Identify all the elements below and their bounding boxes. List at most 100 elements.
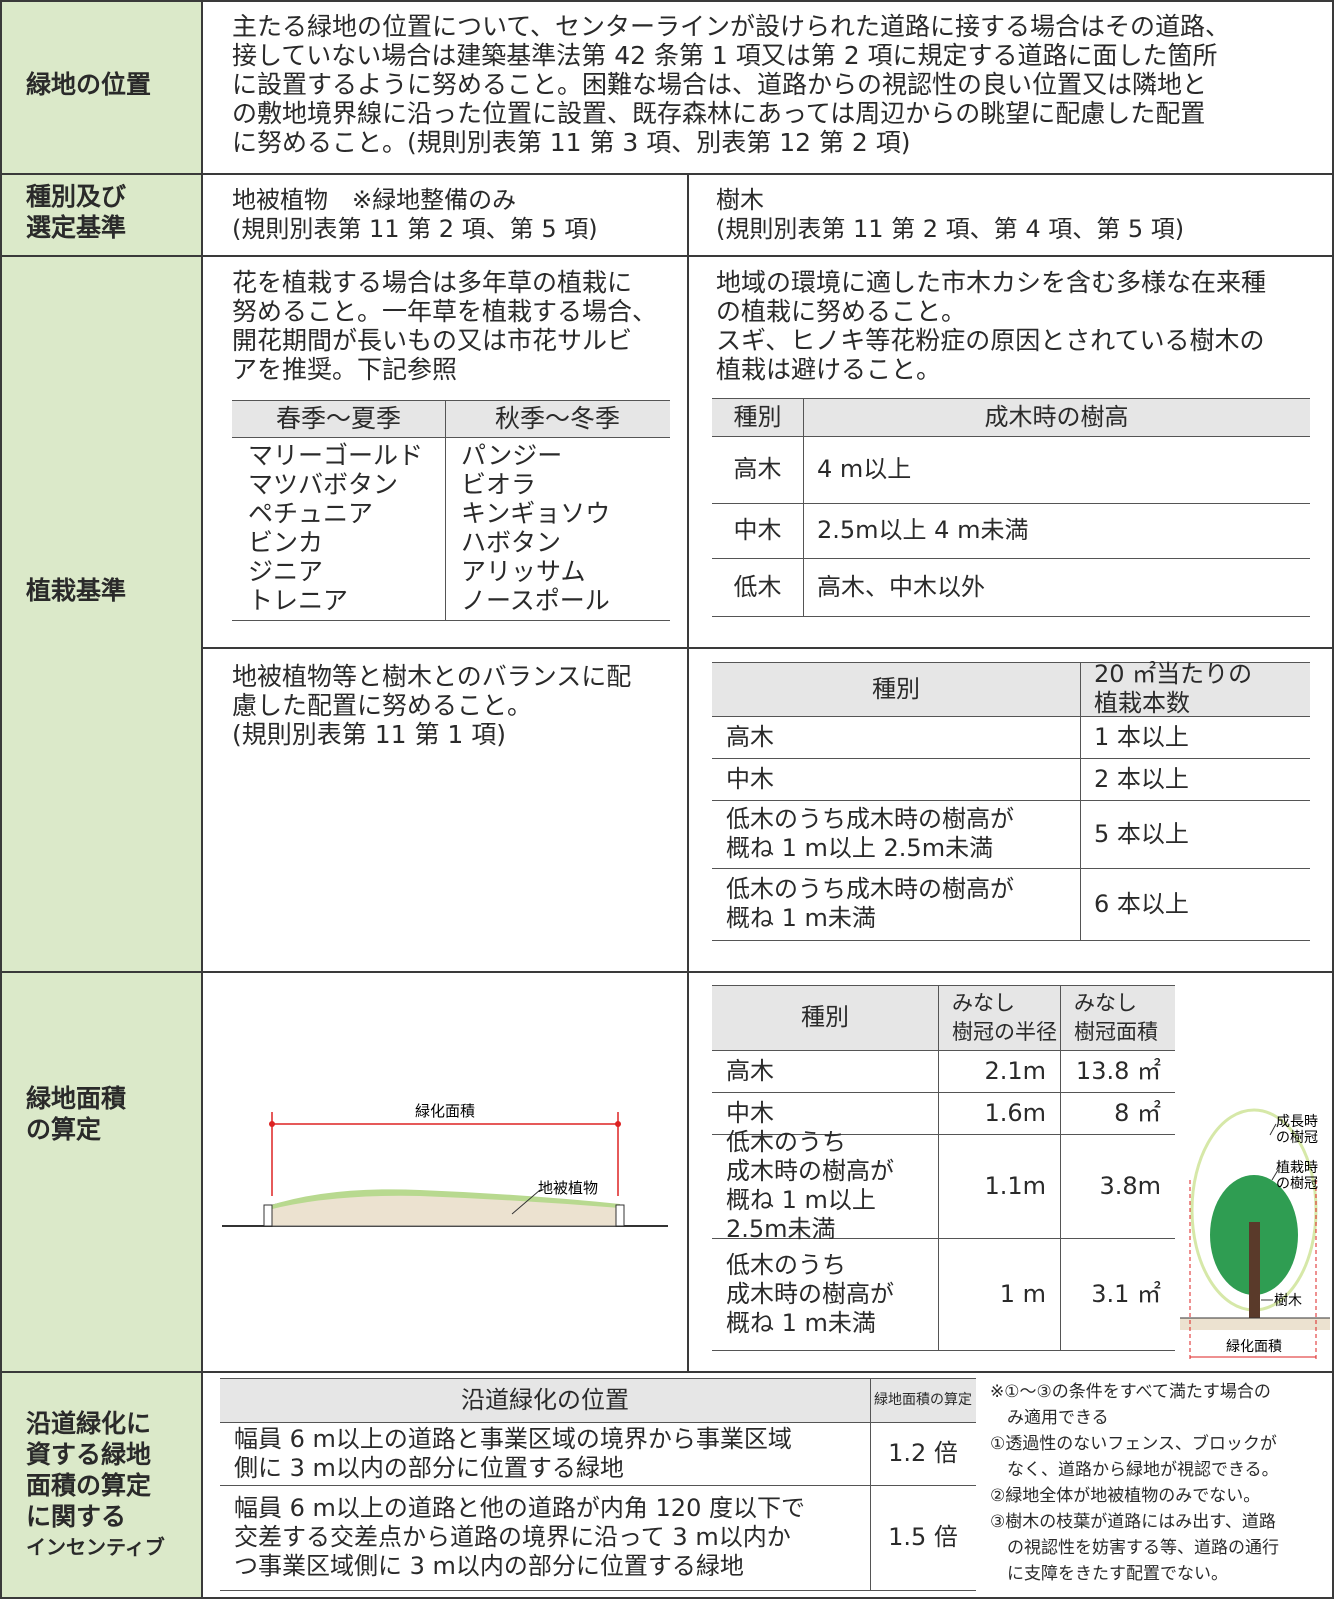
row-header-block: 緑地の位置 [0, 64, 202, 104]
paragraph: に努めること。(規則別表第 11 第 3 項、別表第 12 第 2 項) [232, 128, 911, 157]
paragraph: の敷地境界線に沿った位置に設置、既存森林にあっては周辺からの眺望に配慮した配置 [232, 99, 1206, 128]
table-cell: マツバボタン [248, 470, 399, 499]
table-header-block: 秋季～冬季 [445, 400, 670, 437]
paragraph: 主たる緑地の位置について、センターラインが設けられた道路に接する場合はその道路、 [232, 12, 1231, 41]
table-header-block: 20 ㎡当たりの 植栽本数 [1080, 660, 1310, 717]
table-cell: 1.6m [984, 1098, 1046, 1127]
table-header: 20 ㎡当たりの [1094, 660, 1253, 688]
table-cell-block: 2.1m [938, 1050, 1060, 1092]
rule [712, 1237, 1175, 1239]
table-header-block: みなし 樹冠面積 [1060, 985, 1175, 1050]
table-cell-block: 中木 [712, 503, 803, 558]
table-cell: パンジー [461, 441, 563, 470]
table-header-block: 緑地面積の算定 [870, 1378, 976, 1422]
paragraph: に設置するように努めること。困難な場合は、道路からの視認性の良い位置又は隣地と [232, 70, 1208, 99]
table-cell: キンギョソウ [461, 499, 611, 528]
paragraph: 地被植物 ※緑地整備のみ [232, 186, 517, 214]
table-cell-block: 5 本以上 [1080, 800, 1310, 868]
table-cell: 13.8 ㎡ [1075, 1056, 1161, 1085]
diagram-label: 緑化面積 [415, 1102, 475, 1120]
row-header-block: 種別及び 選定基準 [0, 177, 202, 247]
post [263, 1204, 273, 1227]
table-cell-block: 中木 [712, 758, 1080, 800]
rule [0, 0, 2, 1599]
paragraph: 花を植栽する場合は多年草の植栽に [232, 268, 633, 297]
table-cell-block: 6 本以上 [1080, 868, 1310, 940]
table-header-block: 種別 [712, 985, 938, 1050]
paragraph: 努めること。一年草を植栽する場合、 [232, 297, 658, 326]
table-cell: 2.5m未満 [726, 1215, 836, 1243]
table-cell: 低木のうち [726, 1250, 846, 1279]
rule [0, 0, 1334, 2]
row-header: 植栽基準 [26, 575, 127, 605]
row-header: 資する緑地 [26, 1439, 152, 1469]
table-cell: トレニア [248, 586, 349, 615]
rule [0, 1371, 1334, 1373]
paragraph-block: 地被植物 ※緑地整備のみ (規則別表第 11 第 2 項、第 5 項) [232, 186, 682, 244]
table-cell-block: 高木、中木以外 [803, 558, 1310, 616]
table-header: 沿道緑化の位置 [461, 1385, 629, 1414]
table-cell: 低木のうち成木時の樹高が [726, 805, 1014, 833]
diagram-label: 成長時 [1276, 1114, 1318, 1130]
table-cell: ジニア [248, 557, 324, 586]
table-header: 成木時の樹高 [984, 402, 1129, 431]
table-cell-block: 1.5 倍 [870, 1485, 976, 1590]
table-cell: 1 m [999, 1279, 1046, 1308]
table-header-block: 成木時の樹高 [803, 398, 1310, 436]
rule [712, 397, 1310, 399]
post [615, 1204, 625, 1227]
table-cell-block: 1.1m [938, 1134, 1060, 1238]
table-header-bg [712, 662, 1310, 716]
table-cell-block: 低木のうち成木時の樹高が概ね 1 m未満 [712, 1238, 938, 1350]
table-cell: 概ね 1 m未満 [726, 1308, 876, 1337]
paragraph: 地域の環境に適した市木カシを含む多様な在来種 [716, 268, 1267, 297]
table-cell: 概ね 1 m未満 [726, 904, 876, 932]
table-cell-block: 幅員 6 m以上の道路と事業区域の境界から事業区域 側に 3 m以内の部分に位置す… [220, 1422, 870, 1485]
rule [712, 1349, 1175, 1351]
rule [220, 1377, 976, 1379]
dot [269, 1121, 275, 1127]
table-cell: 中木 [726, 764, 774, 793]
rule [220, 1589, 976, 1591]
table-cell-block: 1 m [938, 1238, 1060, 1350]
row-header: 選定基準 [26, 213, 127, 242]
table-header: 樹冠面積 [1074, 1019, 1158, 1044]
table-cell-block: 幅員 6 m以上の道路と他の道路が内角 120 度以下で 交差する交差点から道路の… [220, 1485, 870, 1590]
paragraph-block: 樹木 (規則別表第 11 第 2 項、第 4 項、第 5 項) [716, 186, 1316, 244]
row-header: の算定 [26, 1115, 102, 1144]
table-cell-block: 2 本以上 [1080, 758, 1310, 800]
table-header-bg [712, 985, 1175, 1050]
table-header: 種別 [872, 674, 920, 703]
table-cell-block: 3.8m [1060, 1134, 1175, 1238]
table-cell-block: パンジー ビオラ キンギョソウ ハボタン アリッサム ノースポール [461, 441, 670, 615]
table-cell: 高木、中木以外 [817, 572, 985, 601]
rule [712, 1049, 1175, 1051]
table-cell: 1.1m [984, 1171, 1046, 1200]
paragraph: の植栽に努めること。 [716, 297, 967, 326]
note: の視認性を妨害する等、道路の通行 [990, 1538, 1279, 1558]
table-cell-block: 高木 [712, 436, 803, 503]
table-header-block: 種別 [712, 662, 1080, 716]
table-cell: 1 本以上 [1094, 722, 1189, 751]
rule [201, 0, 203, 1599]
rule [1079, 662, 1081, 940]
rule [232, 399, 670, 401]
leader [1271, 1169, 1279, 1181]
rule [712, 1091, 1175, 1093]
rule [712, 1133, 1175, 1135]
table-cell: 低木 [733, 572, 782, 601]
table-cell: 高木 [726, 722, 774, 751]
table-cell-block: 低木 [712, 558, 803, 616]
paragraph: 樹木 [716, 186, 764, 214]
row-header: 緑地面積 [26, 1084, 127, 1113]
table-cell: ハボタン [461, 528, 562, 557]
table-cell: 6 本以上 [1094, 889, 1189, 918]
table-cell: 低木のうち [726, 1128, 846, 1156]
table-cell: 2.5m以上 4 m未満 [817, 516, 1029, 544]
table-cell: ビオラ [461, 470, 537, 499]
rule [232, 436, 670, 438]
note: なく、道路から緑地が視認できる。 [990, 1460, 1279, 1480]
table-cell: 4 m以上 [817, 455, 912, 483]
row-header-block: 緑地面積 の算定 [0, 1079, 202, 1149]
trunk [1249, 1222, 1260, 1320]
